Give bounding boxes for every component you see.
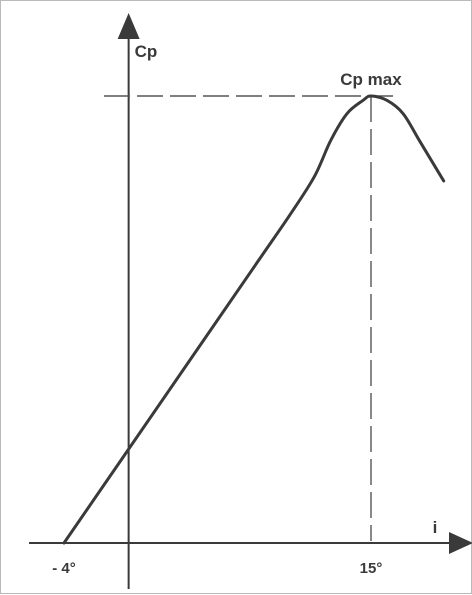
cp-curve (62, 94, 446, 545)
x-tick-label: - 4° (52, 560, 76, 577)
y-axis-label: Cp (135, 42, 158, 61)
x-tick-label: 15° (360, 560, 383, 577)
cp-max-annotation: Cp max (340, 70, 402, 89)
y-axis-arrow (117, 13, 140, 39)
x-axis-label: i (433, 518, 438, 537)
x-axis-arrow (449, 532, 472, 554)
